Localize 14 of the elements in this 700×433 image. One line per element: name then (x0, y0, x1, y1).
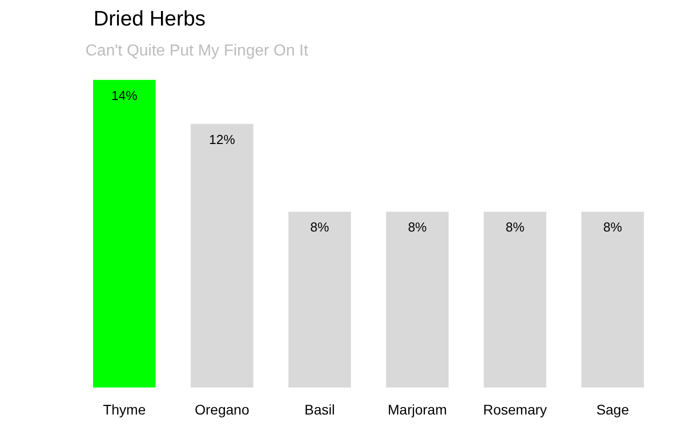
x-tick-label: Thyme (102, 402, 146, 418)
x-tick-label: Basil (304, 402, 335, 418)
data-label: 8% (603, 220, 622, 235)
data-label: 8% (310, 220, 330, 235)
x-tick-label: Rosemary (483, 402, 547, 418)
data-label: 14% (111, 88, 138, 103)
x-tick-label: Marjoram (388, 402, 447, 418)
data-label: 12% (208, 132, 236, 147)
data-label: 8% (506, 220, 525, 235)
chart-subtitle: Can't Quite Put My Finger On It (86, 42, 309, 60)
data-label: 8% (408, 220, 428, 235)
chart-title: Dried Herbs (94, 8, 206, 30)
x-tick-label: Sage (596, 402, 630, 418)
x-tick-label: Oregano (194, 402, 250, 418)
